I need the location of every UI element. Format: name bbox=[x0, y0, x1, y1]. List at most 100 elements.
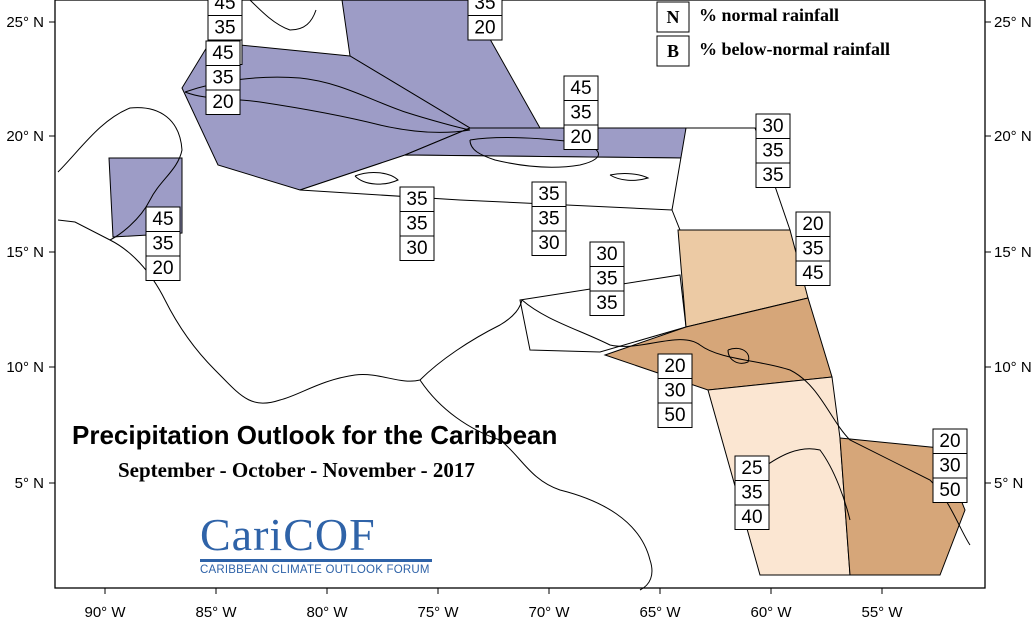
coastline-yucatan bbox=[57, 107, 183, 241]
forecast-cell bbox=[795, 260, 831, 286]
y-axis: 25° N 25° N 20° N 20° N 15° N 15° N 10° N 10° N… bbox=[6, 14, 1031, 492]
forecast-value: 35 bbox=[802, 239, 823, 260]
y-tick-label-left: 5° N bbox=[15, 475, 44, 492]
forecast-cell bbox=[145, 231, 181, 257]
forecast-cell bbox=[657, 353, 693, 379]
forecast-value: 35 bbox=[741, 483, 762, 504]
forecast-cell bbox=[755, 162, 791, 188]
forecast-value: 30 bbox=[596, 244, 617, 265]
forecast-value: 30 bbox=[939, 456, 960, 477]
coastline-trinidad bbox=[727, 347, 750, 364]
forecast-value: 35 bbox=[538, 209, 559, 230]
forecast-value: 35 bbox=[212, 68, 233, 89]
y-tick-label-left: 20° N bbox=[6, 128, 44, 145]
forecast-cell bbox=[467, 15, 503, 41]
forecast-value: 30 bbox=[664, 381, 685, 402]
forecast-value: 35 bbox=[762, 141, 783, 162]
forecast-value: 40 bbox=[741, 507, 762, 528]
y-tick-label-right: 5° N bbox=[994, 475, 1023, 492]
legend-key: B bbox=[667, 41, 679, 61]
coastline-florida bbox=[249, 0, 317, 31]
forecast-cell bbox=[531, 206, 567, 232]
forecast-value: 20 bbox=[939, 431, 960, 452]
forecast-value: 25 bbox=[741, 458, 762, 479]
forecast-box-guyana: 25 35 40 bbox=[734, 455, 770, 530]
x-tick-label: 60° W bbox=[750, 604, 792, 621]
y-tick-label-right: 15° N bbox=[994, 244, 1032, 261]
forecast-box-abc-islands: 30 35 35 bbox=[589, 241, 625, 316]
y-tick-label-right: 25° N bbox=[994, 14, 1032, 31]
y-tick-label-left: 25° N bbox=[6, 14, 44, 31]
forecast-box-cuba: 45 35 20 bbox=[205, 40, 241, 115]
x-axis: 90° W 85° W 80° W 75° W 70° W 65° W 60° W 55° W bbox=[84, 588, 903, 621]
coastlines bbox=[57, 0, 971, 591]
forecast-cell bbox=[207, 15, 243, 41]
legend-item-n: N % normal rainfall bbox=[656, 1, 839, 33]
legend-key: N bbox=[667, 7, 680, 27]
forecast-value: 45 bbox=[802, 263, 823, 284]
forecast-value: 30 bbox=[406, 238, 427, 259]
forecast-value: 30 bbox=[538, 233, 559, 254]
y-tick-label-left: 10° N bbox=[6, 359, 44, 376]
x-tick-label: 90° W bbox=[84, 604, 126, 621]
coastline-guyana-interior bbox=[759, 448, 851, 521]
forecast-cell bbox=[589, 266, 625, 292]
coastline-central-america bbox=[57, 219, 523, 404]
forecast-value: 50 bbox=[939, 480, 960, 501]
zone-guyana bbox=[707, 376, 851, 576]
forecast-cell bbox=[531, 230, 567, 256]
forecast-cell bbox=[205, 65, 241, 91]
forecast-cell bbox=[657, 402, 693, 428]
coastline-colombia-pacific bbox=[419, 379, 653, 591]
y-tick-label-left: 15° N bbox=[6, 244, 44, 261]
forecast-boxes: 4535203520453520453520453520353530353530… bbox=[145, 0, 968, 530]
legend-item-b: B % below-normal rainfall bbox=[656, 35, 890, 67]
map-title: Precipitation Outlook for the Caribbean bbox=[72, 420, 558, 450]
forecast-box-leeward-islands: 30 35 35 bbox=[755, 113, 791, 188]
legend-key-box bbox=[656, 1, 690, 33]
x-tick-label: 55° W bbox=[861, 604, 903, 621]
forecast-cell bbox=[755, 113, 791, 139]
forecast-value: 45 bbox=[570, 78, 591, 99]
coastline-cuba bbox=[184, 76, 471, 133]
y-tick-label-right: 10° N bbox=[994, 359, 1032, 376]
logo-tagline: CARIBBEAN CLIMATE OUTLOOK FORUM bbox=[200, 564, 430, 576]
forecast-value: 50 bbox=[664, 405, 685, 426]
forecast-cell bbox=[755, 138, 791, 164]
forecast-value: 45 bbox=[212, 43, 233, 64]
forecast-value: 20 bbox=[152, 258, 173, 279]
forecast-box-hispaniola: 45 35 20 bbox=[563, 75, 599, 150]
forecast-value: 20 bbox=[474, 18, 495, 39]
coastline-puerto-rico bbox=[609, 173, 650, 181]
x-tick-label: 80° W bbox=[306, 604, 348, 621]
caricof-logo: CariCOF CARIBBEAN CLIMATE OUTLOOK FORUM bbox=[200, 512, 435, 576]
forecast-cell bbox=[531, 181, 567, 207]
logo-name: CariCOF bbox=[200, 509, 376, 560]
forecast-value: 35 bbox=[570, 103, 591, 124]
forecast-cell bbox=[205, 89, 241, 115]
forecast-value: 35 bbox=[762, 165, 783, 186]
logo-rule bbox=[200, 559, 432, 562]
forecast-value: 35 bbox=[596, 269, 617, 290]
map-frame bbox=[54, 0, 986, 589]
forecast-value: 35 bbox=[406, 214, 427, 235]
x-tick-label: 70° W bbox=[528, 604, 570, 621]
legend-key-box bbox=[656, 35, 690, 67]
x-tick-label: 65° W bbox=[639, 604, 681, 621]
forecast-value: 45 bbox=[214, 0, 235, 14]
forecast-cell bbox=[563, 124, 599, 150]
forecast-value: 35 bbox=[538, 184, 559, 205]
forecast-cell bbox=[795, 236, 831, 262]
forecast-value: 20 bbox=[802, 214, 823, 235]
forecast-value: 35 bbox=[474, 0, 495, 14]
forecast-value: 30 bbox=[762, 116, 783, 137]
forecast-cell bbox=[589, 290, 625, 316]
coastline-south-america bbox=[521, 299, 971, 546]
map-subtitle: September - October - November - 2017 bbox=[118, 458, 475, 482]
forecast-box-central-caribbean-sea: 35 35 30 bbox=[531, 181, 567, 256]
forecast-value: 35 bbox=[152, 234, 173, 255]
forecast-box-suriname-french-guiana: 20 30 50 bbox=[932, 428, 968, 503]
x-tick-label: 85° W bbox=[195, 604, 237, 621]
forecast-cell bbox=[145, 255, 181, 281]
